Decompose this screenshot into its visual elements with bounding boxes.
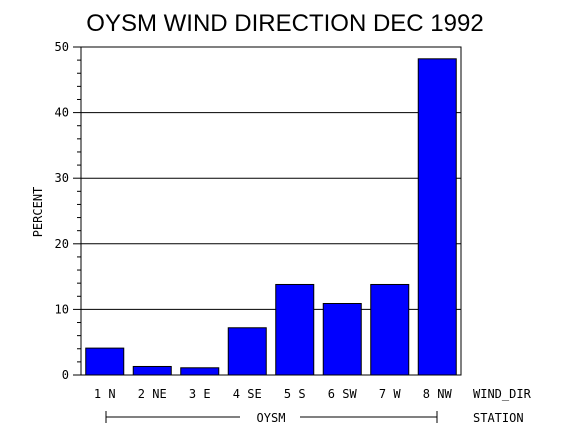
x-category-label: 1 N — [94, 387, 116, 401]
y-tick-label: 10 — [55, 302, 69, 316]
bar — [85, 347, 125, 376]
bar — [417, 58, 457, 376]
x-category-label: 8 NW — [423, 387, 453, 401]
bars — [85, 58, 457, 376]
bar — [227, 327, 267, 376]
station-group: OYSM — [105, 411, 438, 425]
x-category-label: 3 E — [189, 387, 211, 401]
y-tick-label: 50 — [55, 40, 69, 54]
x-category-label: 7 W — [379, 387, 401, 401]
plot-frame — [80, 46, 462, 376]
x-category-label: 6 SW — [328, 387, 358, 401]
y-axis-ticks: 0 10 20 30 40 50 — [55, 40, 81, 382]
x-axis-label: WIND_DIR — [473, 387, 532, 401]
y-axis-label: PERCENT — [31, 187, 45, 238]
station-name: OYSM — [257, 411, 286, 425]
y-tick-label: 20 — [55, 237, 69, 251]
bar — [132, 365, 172, 376]
station-axis-label: STATION — [473, 411, 524, 425]
bar — [275, 283, 315, 376]
gridlines — [81, 112, 461, 310]
bar — [180, 367, 220, 376]
x-category-label: 4 SE — [233, 387, 262, 401]
x-category-label: 2 NE — [138, 387, 167, 401]
chart-title: OYSM WIND DIRECTION DEC 1992 — [86, 10, 483, 37]
bar — [370, 283, 410, 376]
x-category-label: 5 S — [284, 387, 306, 401]
bar — [322, 302, 362, 376]
y-tick-label: 30 — [55, 171, 69, 185]
x-axis-categories: 1 N 2 NE 3 E 4 SE 5 S 6 SW 7 W 8 NW — [94, 387, 453, 401]
y-tick-label: 0 — [62, 368, 69, 382]
y-tick-label: 40 — [55, 106, 69, 120]
